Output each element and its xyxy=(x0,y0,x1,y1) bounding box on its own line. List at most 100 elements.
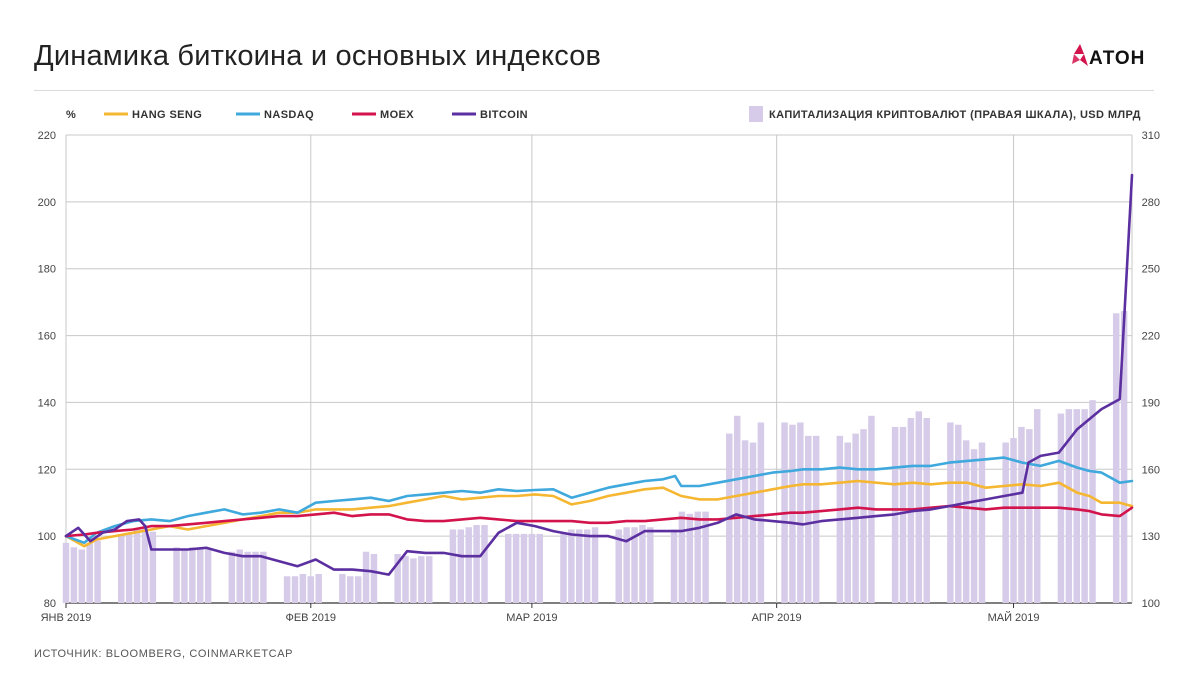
crypto-cap-bar xyxy=(252,551,259,603)
crypto-cap-bar xyxy=(678,511,686,603)
crypto-cap-bar xyxy=(181,549,188,603)
crypto-cap-bar xyxy=(307,576,315,603)
crypto-cap-bar xyxy=(591,527,599,603)
crypto-cap-bar xyxy=(465,527,472,603)
crypto-cap-bar xyxy=(125,533,133,603)
legend-bar-swatch xyxy=(749,106,763,122)
crypto-cap-bar xyxy=(733,415,741,603)
crypto-cap-bar xyxy=(1018,426,1025,603)
crypto-cap-bar xyxy=(1120,311,1128,603)
crypto-cap-bar xyxy=(315,574,322,603)
crypto-cap-bar xyxy=(899,426,907,603)
crypto-cap-bar xyxy=(354,576,362,603)
crypto-cap-bar xyxy=(844,442,851,603)
crypto-cap-bar xyxy=(1081,409,1088,603)
crypto-cap-bar xyxy=(86,542,93,603)
legend-label: HANG SENG xyxy=(132,109,202,121)
crypto-cap-bar xyxy=(70,547,78,603)
crypto-cap-bar xyxy=(1010,438,1017,603)
aton-logo xyxy=(1072,44,1088,66)
crypto-cap-bar xyxy=(670,529,678,603)
right-tick-label: 190 xyxy=(1142,397,1160,409)
crypto-cap-bar xyxy=(702,511,709,603)
lines-layer xyxy=(64,173,1134,576)
crypto-cap-bar xyxy=(418,556,425,603)
crypto-cap-bar xyxy=(370,553,378,603)
right-tick-label: 130 xyxy=(1142,531,1160,543)
crypto-cap-bar xyxy=(299,574,307,603)
crypto-cap-bar xyxy=(615,529,622,603)
crypto-cap-bar xyxy=(362,551,370,603)
left-tick-label: 180 xyxy=(38,264,56,276)
crypto-cap-bar xyxy=(260,551,267,603)
grid-lines xyxy=(65,134,1133,604)
crypto-cap-bar xyxy=(623,527,630,603)
crypto-cap-bar xyxy=(560,533,567,603)
chart-title: Динамика биткоина и основных индексов xyxy=(34,40,602,72)
crypto-cap-bar xyxy=(568,529,575,603)
x-tick-label: ЯНВ 2019 xyxy=(41,612,92,624)
crypto-cap-bar xyxy=(978,442,986,603)
crypto-cap-bar xyxy=(915,411,923,603)
left-tick-label: 160 xyxy=(38,331,56,343)
logo-text: АТОН xyxy=(1089,48,1146,69)
crypto-cap-bar xyxy=(473,525,480,603)
crypto-cap-bar xyxy=(1002,442,1009,603)
crypto-cap-bar xyxy=(970,449,978,603)
crypto-cap-bar xyxy=(947,422,954,603)
crypto-cap-bar xyxy=(504,533,512,603)
crypto-cap-bar xyxy=(1089,400,1096,603)
crypto-cap-bar xyxy=(425,556,433,603)
aton-star-icon xyxy=(1072,44,1088,66)
right-tick-label: 310 xyxy=(1142,130,1160,142)
crypto-cap-bar xyxy=(631,527,638,603)
crypto-cap-bar xyxy=(694,511,701,603)
legend-bar-label: КАПИТАЛИЗАЦИЯ КРИПТОВАЛЮТ (ПРАВАЯ ШКАЛА)… xyxy=(769,109,1141,121)
crypto-cap-bar xyxy=(347,576,354,603)
legend-label: NASDAQ xyxy=(264,109,314,121)
series-line-nasdaq xyxy=(64,456,1134,545)
crypto-cap-bar xyxy=(576,529,583,603)
series-line-bitcoin xyxy=(64,173,1134,576)
right-tick-label: 100 xyxy=(1142,598,1160,610)
legend-label: BITCOIN xyxy=(480,109,528,121)
crypto-cap-bar xyxy=(173,547,180,603)
left-axis-unit-label: % xyxy=(66,109,76,121)
crypto-cap-bar xyxy=(62,542,70,603)
left-tick-label: 120 xyxy=(38,464,56,476)
right-tick-label: 280 xyxy=(1142,197,1160,209)
title-divider xyxy=(34,90,1154,91)
legend-label: MOEX xyxy=(380,109,414,121)
crypto-cap-bar xyxy=(528,533,536,603)
crypto-cap-bar xyxy=(520,533,528,603)
series-line-moex xyxy=(64,504,1134,538)
right-tick-label: 250 xyxy=(1142,264,1160,276)
crypto-cap-bar xyxy=(196,549,204,603)
crypto-cap-bar xyxy=(236,549,243,603)
crypto-cap-bar xyxy=(962,440,970,603)
crypto-cap-bar xyxy=(141,527,149,603)
crypto-cap-bar xyxy=(410,558,417,603)
crypto-cap-bar xyxy=(133,529,141,603)
crypto-cap-bar xyxy=(291,576,299,603)
crypto-cap-bar xyxy=(512,533,520,603)
crypto-cap-bar xyxy=(805,435,812,603)
legend: % HANG SENG NASDAQ MOEX BITCOIN КАПИТАЛИЗАЦИЯ… xyxy=(66,106,1141,122)
left-tick-label: 220 xyxy=(38,130,56,142)
crypto-cap-bar xyxy=(189,547,196,603)
crypto-cap-bar xyxy=(339,574,346,603)
crypto-cap-bar xyxy=(204,549,212,603)
x-tick-label: АПР 2019 xyxy=(752,612,802,624)
crypto-cap-bar xyxy=(1034,409,1041,603)
crypto-cap-bar xyxy=(536,533,544,603)
crypto-cap-bar xyxy=(741,440,749,603)
crypto-cap-bar xyxy=(228,551,236,603)
crypto-cap-bar xyxy=(402,556,409,603)
right-tick-label: 160 xyxy=(1142,464,1160,476)
crypto-cap-bar xyxy=(118,536,125,603)
x-tick-label: МАЙ 2019 xyxy=(988,611,1040,624)
crypto-cap-bar xyxy=(639,525,646,603)
crypto-cap-bar xyxy=(749,442,757,603)
crypto-cap-bar xyxy=(757,422,765,603)
